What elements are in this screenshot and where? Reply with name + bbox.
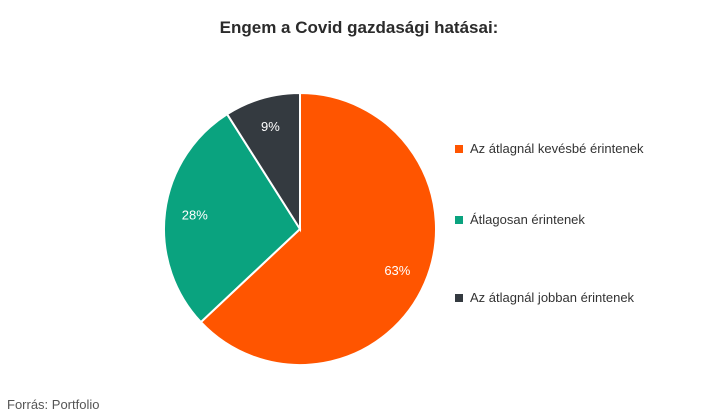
pie-slice-1 <box>199 91 437 366</box>
slice-value-label: 28% <box>182 208 208 223</box>
slice-value-label: 63% <box>384 263 410 278</box>
legend-label: Az átlagnál kevésbé érintenek <box>470 141 644 156</box>
chart-title: Engem a Covid gazdasági hatásai: <box>219 18 499 37</box>
legend-swatch <box>455 215 463 224</box>
legend-item: Az átlagnál kevésbé érintenek <box>455 141 643 156</box>
legend-label: Átlagosan érintenek <box>470 212 585 227</box>
legend-item: Átlagosan érintenek <box>455 212 585 227</box>
legend-swatch <box>455 144 463 153</box>
legend-label: Az átlagnál jobban érintenek <box>470 290 635 305</box>
slice-value-label: 9% <box>261 119 280 134</box>
legend-item: Az átlagnál jobban érintenek <box>455 290 634 305</box>
legend-swatch <box>455 293 463 302</box>
pie-slice-3 <box>225 91 301 233</box>
source-note: Forrás: Portfolio <box>7 397 100 412</box>
pie-slice-2 <box>163 112 302 324</box>
